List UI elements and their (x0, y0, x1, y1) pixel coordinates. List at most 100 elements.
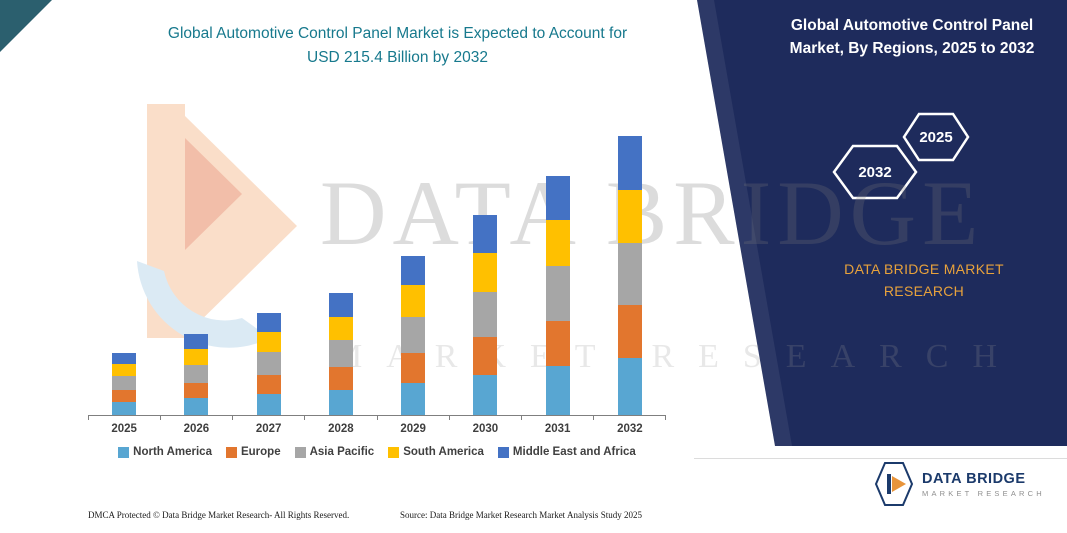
bar-segment (617, 189, 642, 243)
legend-label: Middle East and Africa (512, 446, 636, 458)
bar-column-2029 (377, 255, 449, 415)
axis-tick (594, 416, 666, 420)
stacked-bar-2029 (401, 255, 426, 415)
bar-segment (328, 390, 353, 415)
bar-segment (401, 316, 426, 353)
bar-segment (545, 219, 570, 267)
bar-segment (112, 352, 137, 365)
legend-item: North America (118, 446, 212, 458)
hexagon-2025-icon: 2025 (902, 112, 970, 162)
bar-segment (473, 215, 498, 254)
bar-segment (256, 374, 281, 395)
bar-segment (256, 312, 281, 333)
legend-swatch (118, 446, 130, 458)
hexagon-2025-label: 2025 (919, 129, 952, 146)
axis-tick (161, 416, 234, 420)
bar-segment (545, 320, 570, 366)
axis-tick (522, 416, 594, 420)
logo-subtitle: MARKET RESEARCH (922, 488, 1045, 498)
bar-segment (473, 291, 498, 338)
axis-tick (233, 416, 306, 420)
legend-item: Middle East and Africa (497, 446, 636, 458)
legend-item: South America (388, 446, 484, 458)
right-navy-panel: Global Automotive Control Panel Market, … (697, 0, 1067, 446)
legend-item: Asia Pacific (294, 446, 375, 458)
bar-segment (112, 402, 137, 415)
bar-segment (401, 255, 426, 286)
bar-segment (473, 253, 498, 292)
bar-column-2026 (160, 333, 232, 415)
page-title: Global Automotive Control Panel Market i… (110, 22, 685, 70)
category-label: 2032 (617, 423, 643, 435)
category-label: 2031 (544, 423, 571, 435)
footer-source-text: Source: Data Bridge Market Research Mark… (400, 510, 642, 520)
hexagon-2032-label: 2032 (858, 164, 891, 181)
panel-edge-highlight (697, 0, 792, 446)
bar-segment (473, 374, 498, 415)
bars-row (88, 133, 666, 416)
bar-segment (617, 136, 642, 190)
bar-segment (401, 382, 426, 415)
stacked-bar-2026 (184, 333, 209, 415)
bar-segment (617, 304, 642, 358)
stacked-bar-2032 (617, 136, 642, 415)
panel-brand-line2: RESEARCH (883, 283, 965, 300)
category-labels: 2025 2026 2027 2028 2029 2030 2031 2032 (88, 423, 666, 435)
logo-hexagon-icon (874, 462, 914, 506)
legend-label: South America (403, 446, 484, 458)
bar-segment (184, 382, 209, 399)
stacked-bar-2030 (473, 215, 498, 415)
legend-label: Europe (240, 446, 281, 458)
bar-segment (184, 333, 209, 350)
axis-tick (89, 416, 162, 420)
bar-segment (256, 394, 281, 415)
bar-segment (328, 293, 353, 317)
page-title-line2: USD 215.4 Billion by 2032 (307, 49, 488, 67)
hexagon-2032-icon: 2032 (832, 144, 918, 200)
bar-segment (328, 339, 353, 368)
bar-segment (112, 376, 137, 391)
bar-segment (112, 390, 137, 402)
brand-logomark-watermark (137, 104, 297, 348)
legend-swatch (294, 446, 306, 458)
page-title-line1: Global Automotive Control Panel Market i… (167, 25, 628, 42)
bar-segment (256, 332, 281, 352)
bar-segment (401, 285, 426, 317)
legend-label: Asia Pacific (309, 446, 375, 458)
bar-segment (545, 266, 570, 321)
stacked-bar-2027 (256, 312, 281, 415)
axis-ticks (88, 416, 666, 420)
legend-label: North America (133, 446, 212, 458)
category-label: 2025 (111, 423, 137, 435)
bar-segment (184, 349, 209, 365)
bar-segment (545, 175, 570, 220)
bar-column-2031 (522, 175, 594, 415)
logo-text: DATA BRIDGE MARKET RESEARCH (922, 471, 1045, 498)
bar-segment (401, 352, 426, 383)
bar-segment (256, 351, 281, 375)
stacked-bar-2028 (328, 293, 353, 415)
legend-swatch (388, 446, 400, 458)
logo-title: DATA BRIDGE (922, 470, 1026, 487)
bar-segment (328, 367, 353, 391)
bar-column-2032 (594, 136, 666, 415)
bar-segment (184, 398, 209, 415)
stacked-bar-2031 (545, 175, 570, 415)
bar-segment (328, 316, 353, 340)
category-label: 2027 (255, 423, 282, 435)
legend-swatch (225, 446, 237, 458)
corner-triangle-decoration (0, 0, 52, 52)
stacked-bar-chart: 2025 2026 2027 2028 2029 2030 2031 2032 North A… (88, 133, 666, 458)
footer-dmca-text: DMCA Protected © Data Bridge Market Rese… (88, 510, 350, 520)
axis-tick (378, 416, 450, 420)
axis-tick (305, 416, 378, 420)
bar-segment (617, 242, 642, 305)
bar-column-2028 (305, 293, 377, 415)
legend-swatch (497, 446, 509, 458)
bar-column-2027 (233, 312, 305, 415)
bar-segment (184, 364, 209, 383)
category-label: 2026 (183, 423, 210, 435)
axis-tick (450, 416, 522, 420)
legend-item: Europe (225, 446, 281, 458)
